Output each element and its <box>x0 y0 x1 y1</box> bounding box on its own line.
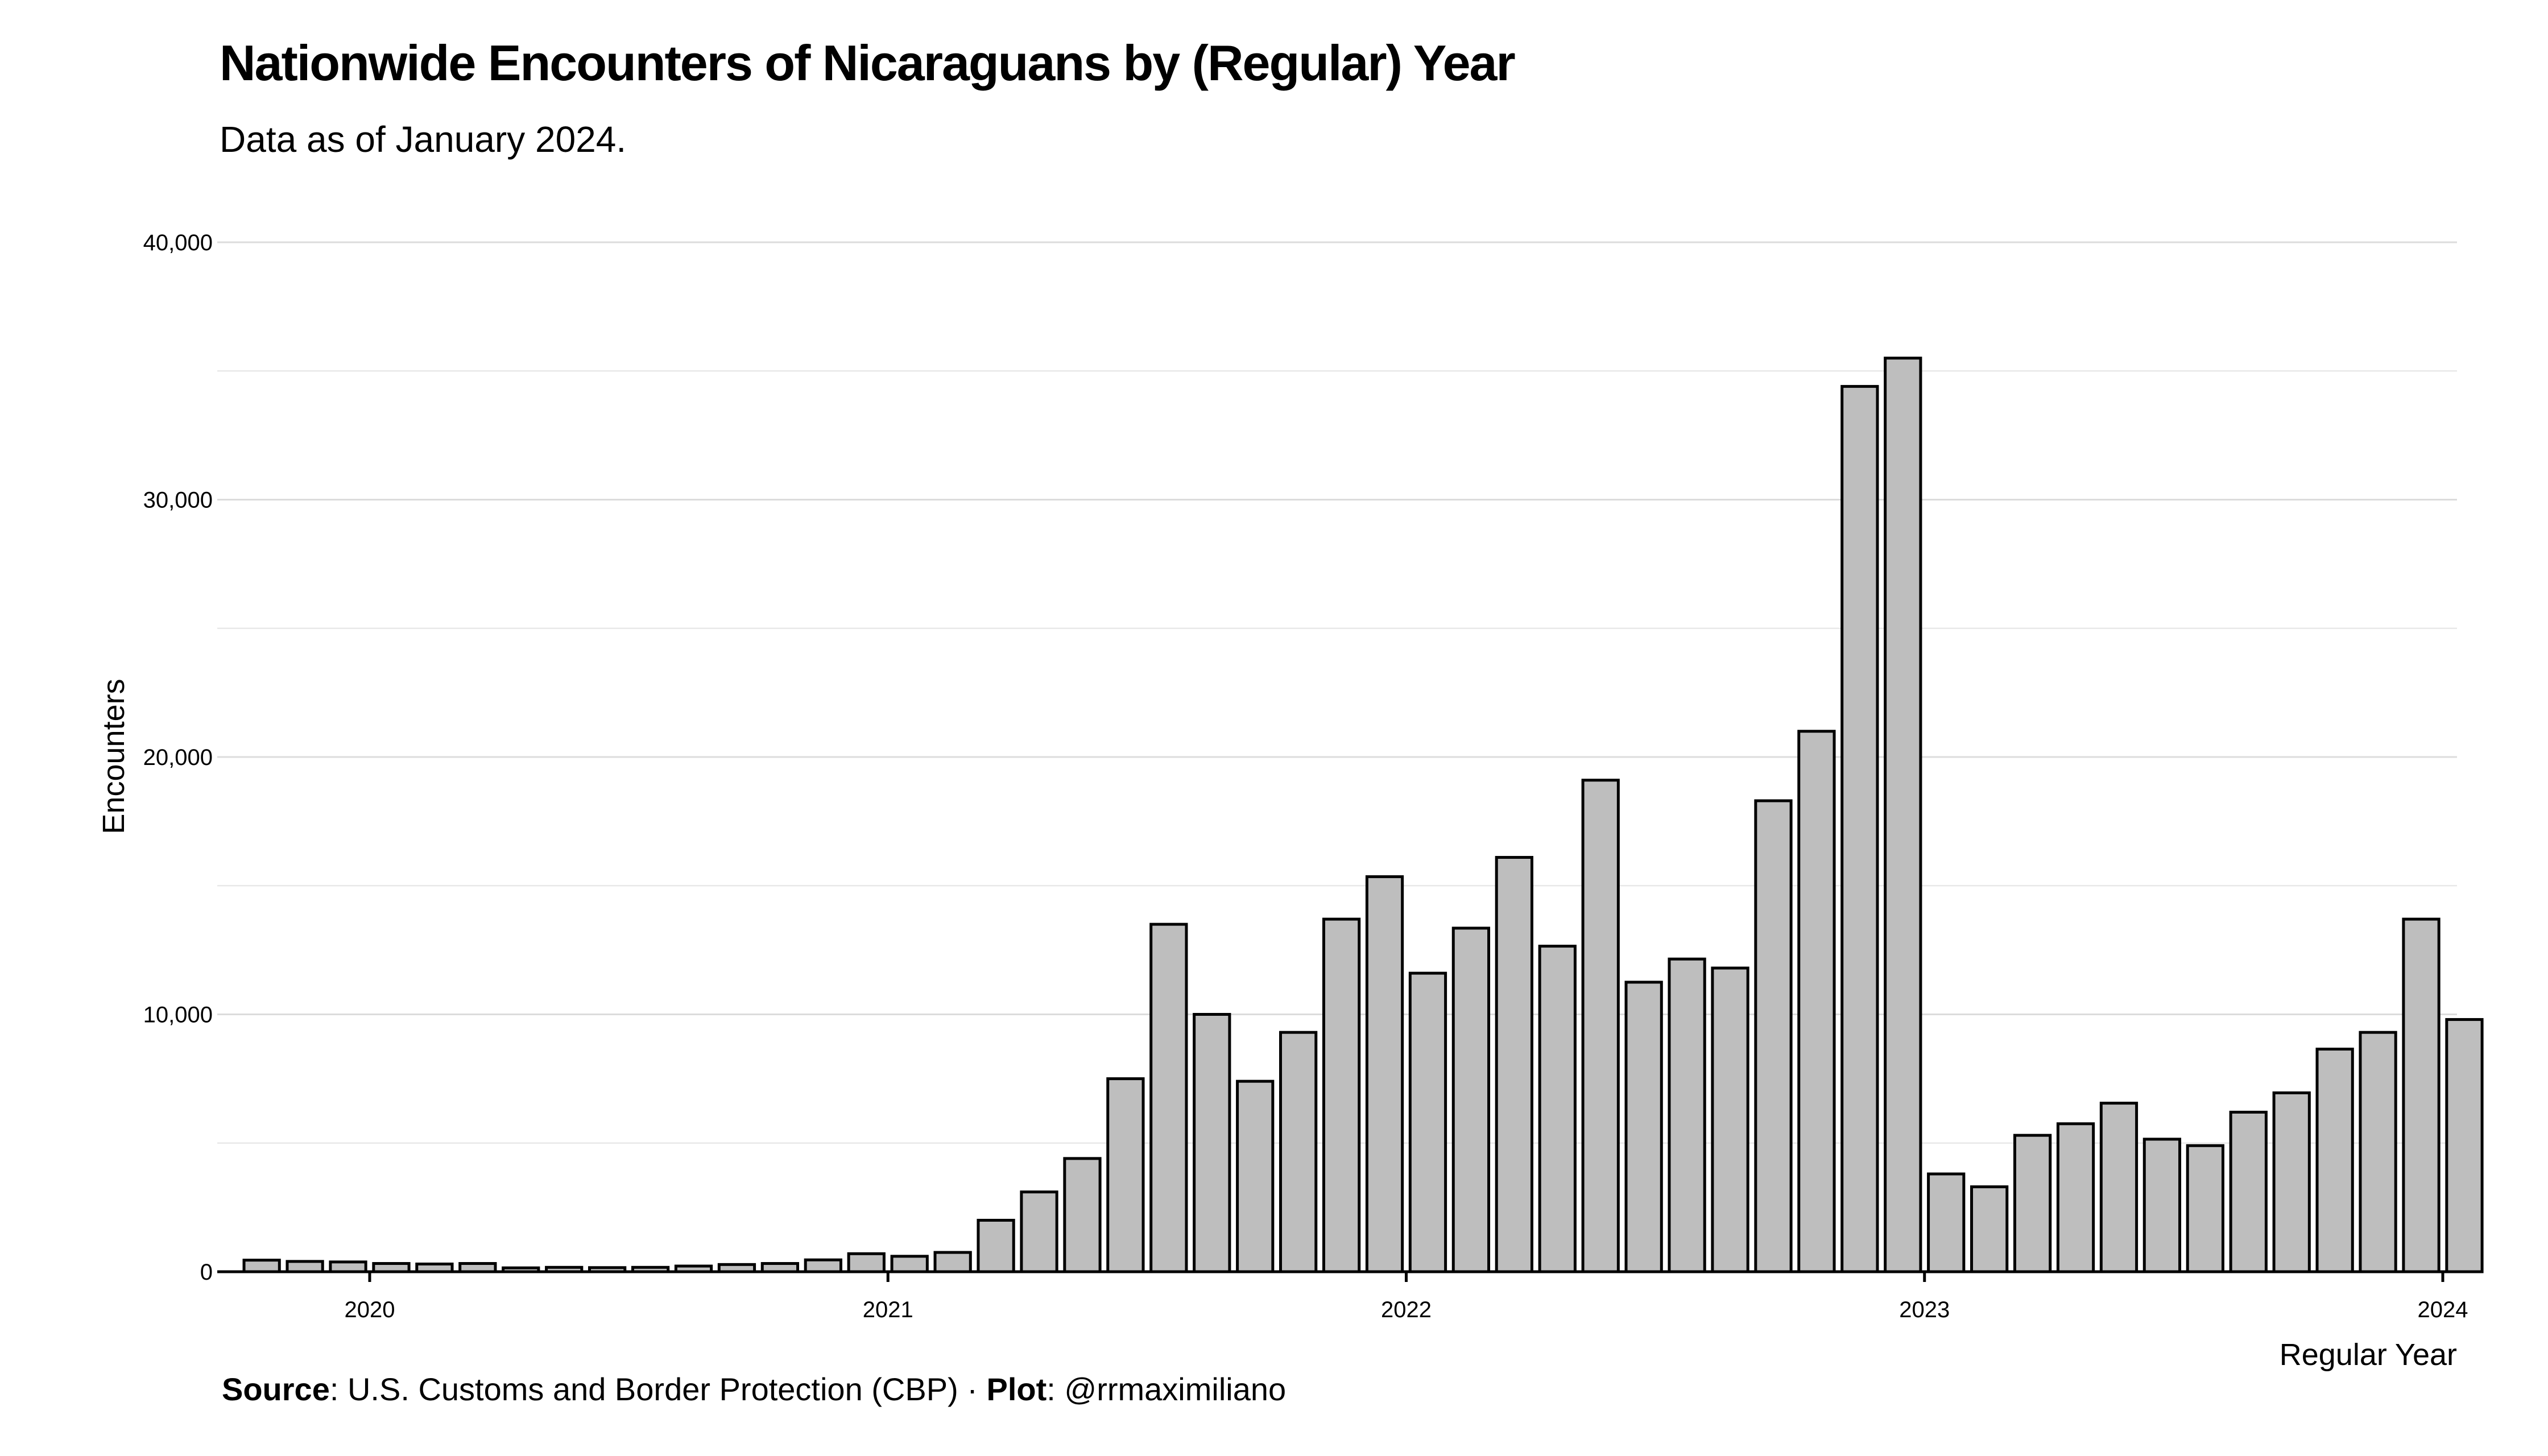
bar-2020-12 <box>847 1252 886 1273</box>
bar-2019-10 <box>242 1259 281 1273</box>
bars <box>242 357 2484 1273</box>
caption-source-text: : U.S. Customs and Border Protection (CB… <box>329 1371 987 1407</box>
y-tick-label: 30,000 <box>143 488 213 513</box>
bar-2022-01 <box>1408 971 1447 1273</box>
y-tick-label: 10,000 <box>143 1003 213 1028</box>
bar-2021-03 <box>977 1219 1015 1273</box>
bar-2020-11 <box>804 1258 842 1273</box>
bar-2023-08 <box>2229 1110 2268 1273</box>
bar-2021-04 <box>1020 1190 1058 1273</box>
x-tick-label-2024: 2024 <box>2418 1297 2468 1322</box>
bar-2021-10 <box>1279 1031 1318 1273</box>
y-axis-title: Encounters <box>97 679 131 834</box>
bar-2023-03 <box>2013 1134 2052 1273</box>
bar-2021-05 <box>1063 1157 1102 1273</box>
bar-2019-11 <box>286 1260 324 1273</box>
bar-2023-01 <box>1927 1172 1966 1273</box>
bar-2022-02 <box>1451 926 1491 1273</box>
x-tick-label-2020: 2020 <box>345 1297 395 1322</box>
bar-2022-04 <box>1538 945 1577 1273</box>
bar-2021-09 <box>1236 1079 1275 1273</box>
bar-2022-05 <box>1581 779 1620 1273</box>
bar-2023-07 <box>2186 1144 2224 1273</box>
caption-plot-text: : @rrmaximiliano <box>1046 1371 1287 1407</box>
bar-2022-10 <box>1797 730 1836 1273</box>
bar-2022-03 <box>1495 855 1533 1273</box>
bar-2021-11 <box>1322 917 1361 1273</box>
bar-2021-07 <box>1149 923 1188 1273</box>
gridlines <box>217 241 2457 1144</box>
bar-2023-04 <box>2056 1122 2095 1273</box>
bar-2021-01 <box>890 1255 929 1273</box>
caption-plot-label: Plot <box>986 1371 1047 1407</box>
bar-2021-06 <box>1106 1077 1145 1273</box>
chart-title: Nationwide Encounters of Nicaraguans by … <box>220 35 1516 91</box>
bar-2022-08 <box>1711 966 1749 1273</box>
bar-2021-12 <box>1365 875 1404 1273</box>
y-tick-label: 20,000 <box>143 745 213 770</box>
bar-2019-12 <box>329 1260 367 1273</box>
x-axis-title: Regular Year <box>2280 1338 2457 1372</box>
bar-2021-02 <box>933 1251 972 1273</box>
bar-2022-09 <box>1754 799 1793 1273</box>
x-tick-label-2022: 2022 <box>1381 1297 1432 1322</box>
x-tick-label-2023: 2023 <box>1899 1297 1950 1322</box>
chart-subtitle: Data as of January 2024. <box>220 119 627 160</box>
bar-2023-02 <box>1970 1185 2009 1273</box>
bar-2023-11 <box>2359 1031 2397 1273</box>
bar-2023-06 <box>2142 1138 2182 1273</box>
caption: Source: U.S. Customs and Border Protecti… <box>222 1371 1286 1408</box>
bar-2022-06 <box>1624 981 1663 1273</box>
caption-source-label: Source <box>222 1371 330 1407</box>
bar-2023-10 <box>2315 1048 2354 1273</box>
bar-2022-11 <box>1840 384 1879 1273</box>
bar-2022-07 <box>1668 957 1706 1273</box>
bar-2023-12 <box>2402 917 2441 1273</box>
y-tick-label: 40,000 <box>143 230 213 255</box>
bar-2023-09 <box>2272 1091 2311 1273</box>
bar-2021-08 <box>1193 1013 1231 1273</box>
bar-2024-01 <box>2445 1018 2484 1273</box>
bar-2023-05 <box>2099 1102 2138 1273</box>
x-tick-label-2021: 2021 <box>863 1297 913 1322</box>
bar-2022-12 <box>1884 357 1922 1273</box>
y-tick-label: 0 <box>200 1260 213 1285</box>
axes: 2020 2021 2022 2023 2024 0 10,000 20,000 30,000 4… <box>143 230 2468 1322</box>
